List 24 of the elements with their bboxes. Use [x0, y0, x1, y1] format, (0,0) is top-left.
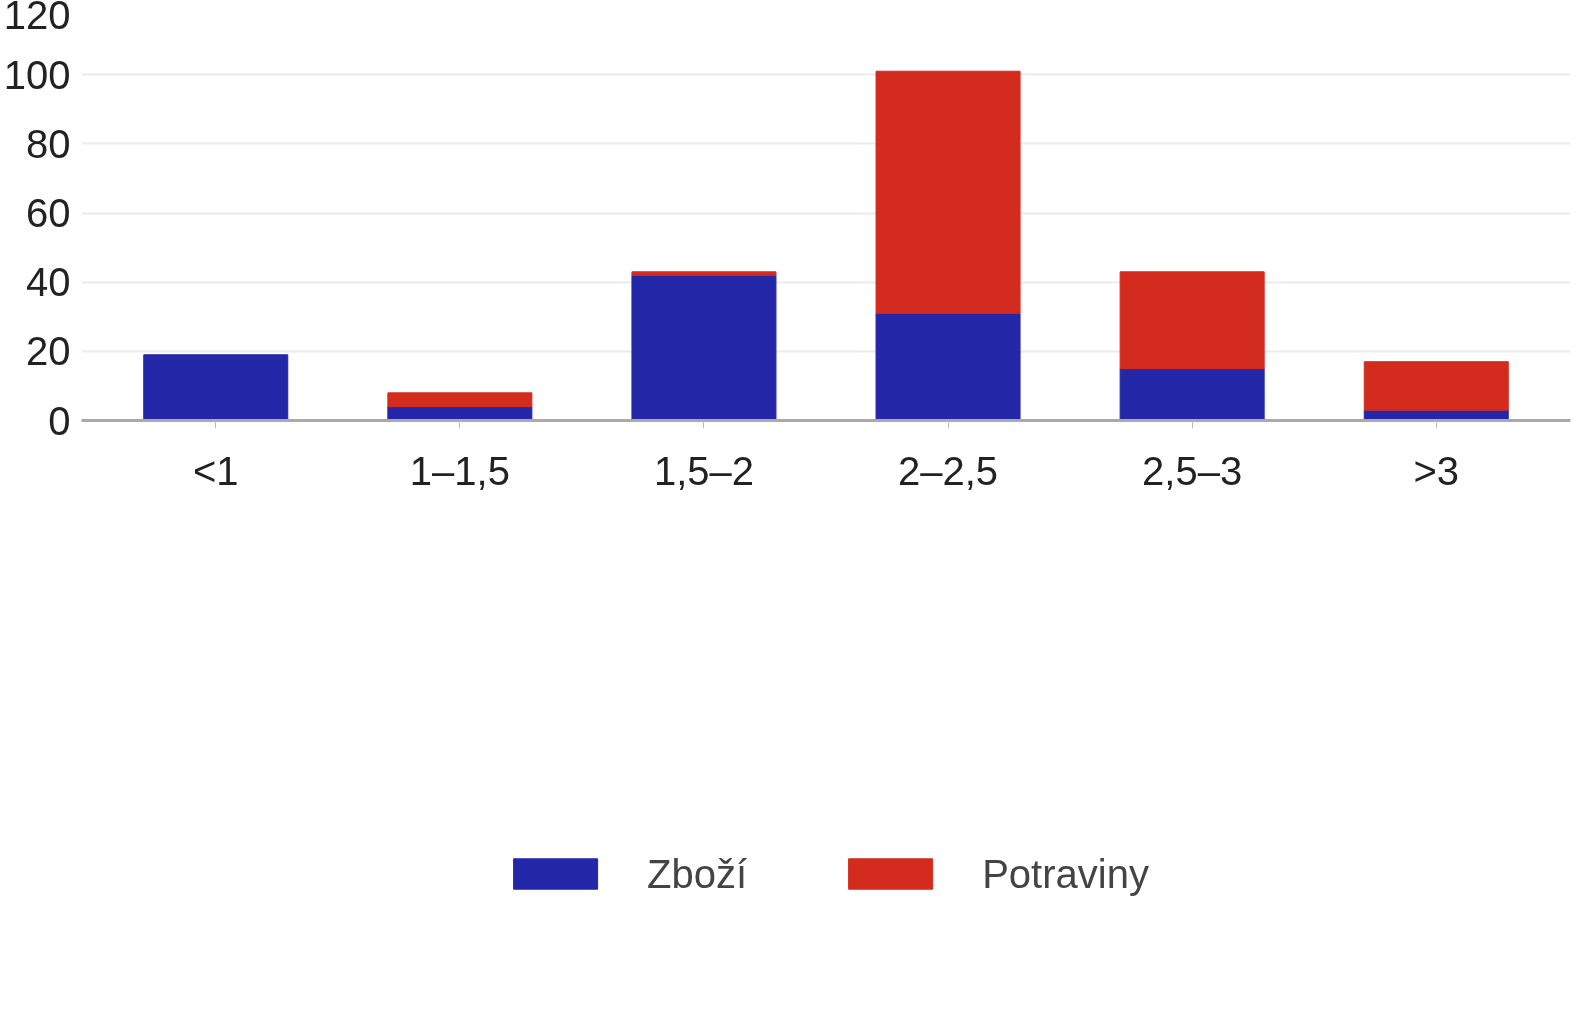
x-tick-label: 1,5–2 — [653, 448, 755, 493]
x-tick-label: 2–2,5 — [898, 448, 999, 493]
y-tick-label: 0 — [48, 398, 71, 443]
y-tick-label: 100 — [3, 52, 71, 97]
x-tick-label: <1 — [192, 448, 239, 493]
bar — [1119, 368, 1265, 421]
bar — [631, 274, 777, 421]
y-tick-label: 120 — [3, 0, 71, 37]
y-tick-label: 20 — [26, 329, 71, 374]
x-tick-label: 2,5–3 — [1142, 448, 1243, 493]
y-tick-label: 40 — [26, 260, 71, 305]
bar — [875, 70, 1021, 314]
bar — [1119, 271, 1265, 370]
y-tick-label: 80 — [26, 121, 71, 166]
bar — [631, 271, 777, 276]
bar — [1363, 361, 1509, 411]
bar — [387, 392, 533, 408]
legend-label: Zboží — [647, 851, 748, 897]
y-tick-label: 60 — [26, 191, 71, 235]
legend-label: Potraviny — [982, 851, 1149, 897]
x-tick-label: >3 — [1413, 448, 1460, 493]
x-tick-label: 1–1,5 — [409, 448, 510, 493]
bar — [143, 354, 289, 421]
bar — [875, 312, 1021, 421]
